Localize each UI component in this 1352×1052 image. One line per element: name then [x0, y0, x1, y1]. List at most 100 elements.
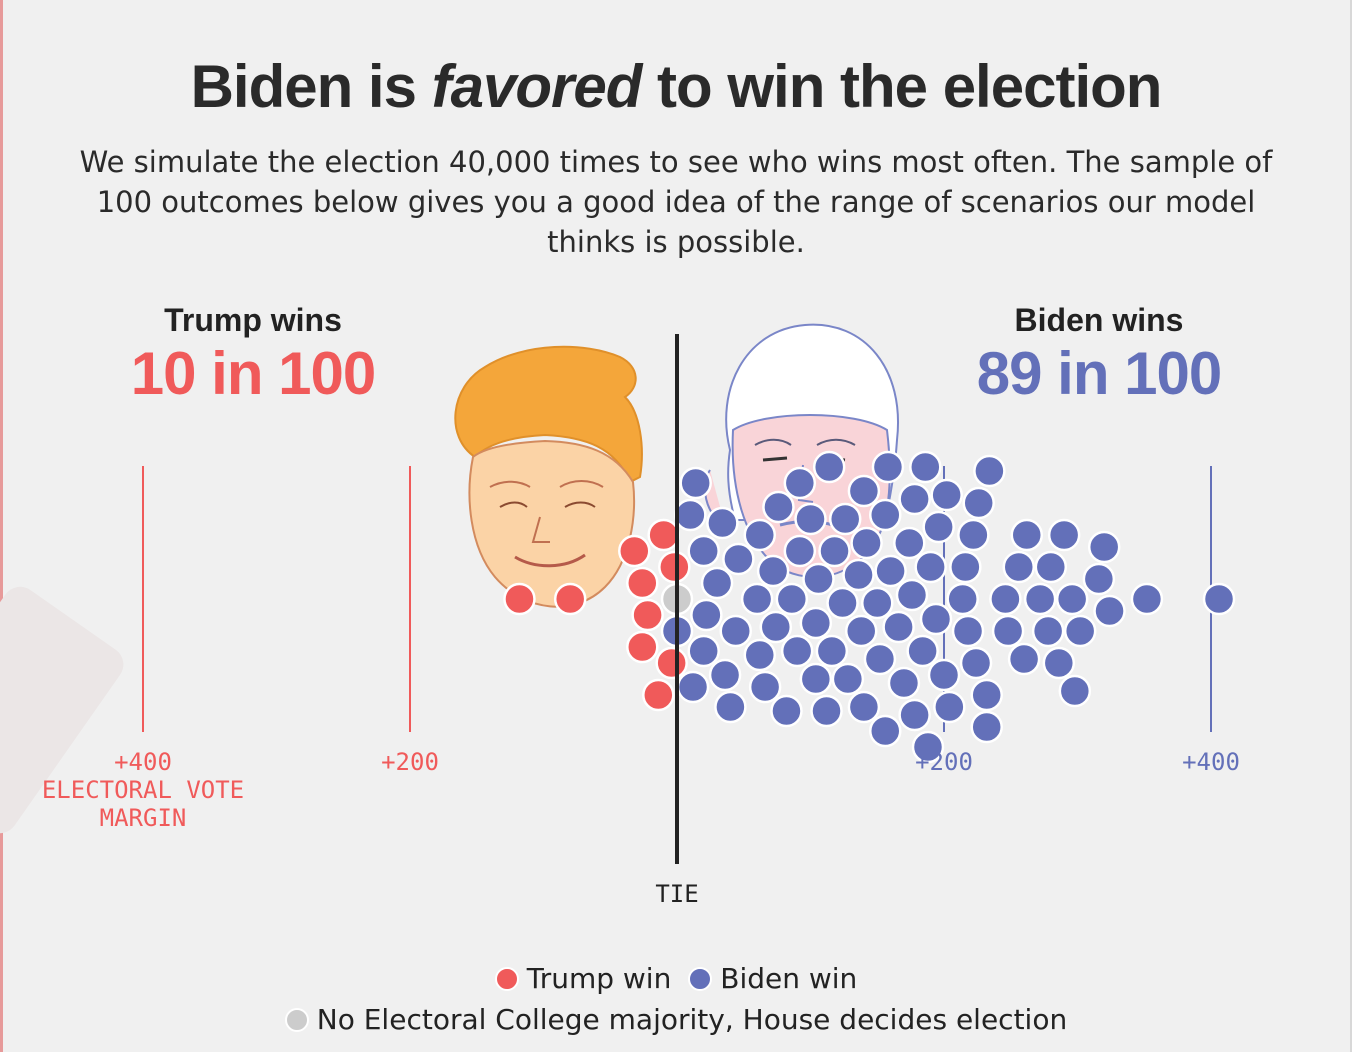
outcome-dot-biden: [1047, 518, 1081, 552]
outcome-dot-trump: [618, 534, 651, 568]
outcome-dot-biden: [810, 694, 843, 728]
outcome-dot-trump: [626, 630, 659, 664]
outcome-dot-biden: [847, 690, 881, 724]
legend-row-2: No Electoral College majority, House dec…: [0, 1003, 1352, 1036]
axis-title-line2: MARGIN: [100, 804, 187, 832]
outcome-dot-biden: [759, 610, 793, 644]
outcome-dot-biden: [973, 454, 1006, 488]
outcome-dot-biden: [1202, 582, 1236, 616]
outcome-dots: [503, 450, 1236, 764]
tick-label-biden-400: +400: [1182, 748, 1240, 776]
axis-tick-labels: +400 ELECTORAL VOTE MARGIN +200 +200 +40…: [42, 748, 1240, 908]
outcome-dot-trump: [553, 582, 587, 616]
outcome-dot-biden: [1087, 530, 1121, 564]
outcome-dot-trump: [655, 646, 688, 680]
outcome-dot-biden: [911, 730, 945, 764]
outcome-dot-biden: [946, 582, 979, 616]
outcome-dot-biden: [743, 518, 777, 552]
legend-swatch-tie: [284, 1008, 309, 1032]
outcome-dot-biden: [1002, 550, 1036, 584]
outcome-dot-biden: [799, 606, 833, 640]
outcome-dot-biden: [898, 482, 931, 516]
outcome-dot-biden: [690, 598, 723, 632]
outcome-dot-biden: [676, 670, 710, 704]
tick-label-trump-200: +200: [381, 748, 439, 776]
outcome-dot-biden: [893, 526, 926, 560]
outcome-dot-biden: [794, 502, 827, 536]
outcome-dot-biden: [951, 614, 985, 648]
outcome-dot-biden: [1093, 594, 1126, 628]
outcome-beeswarm-chart: +400 ELECTORAL VOTE MARGIN +200 +200 +40…: [42, 323, 1240, 908]
outcome-dot-biden: [874, 554, 907, 588]
outcome-dot-biden: [909, 450, 942, 484]
outcome-dot-biden: [991, 614, 1025, 648]
outcome-dot-biden: [882, 610, 915, 644]
outcome-dot-biden: [898, 698, 931, 732]
trump-face-illustration: [454, 345, 643, 608]
outcome-dot-biden: [826, 586, 859, 620]
page-title: Biden is favored to win the election: [0, 52, 1352, 121]
outcome-dot-biden: [687, 534, 720, 568]
outcome-dot-trump: [626, 566, 659, 600]
outcome-dot-biden: [1130, 582, 1164, 616]
outcome-dot-biden: [869, 498, 902, 532]
legend-item-tie: No Electoral College majority, House dec…: [284, 1003, 1068, 1036]
outcome-dot-biden: [818, 534, 851, 568]
outcome-dot-biden: [783, 534, 817, 568]
outcome-dot-biden: [970, 678, 1003, 712]
legend-swatch-trump: [494, 967, 519, 991]
outcome-dot-biden: [740, 582, 774, 616]
outcome-dot-biden: [861, 586, 894, 620]
outcome-dot-biden: [927, 658, 961, 692]
outcome-dot-biden: [762, 490, 795, 524]
outcome-dot-biden: [1007, 642, 1041, 676]
legend-label-tie: No Electoral College majority, House dec…: [316, 1003, 1068, 1036]
outcome-dot-biden: [869, 714, 902, 748]
outcome-dot-trump: [647, 518, 680, 552]
outcome-dot-biden: [1034, 550, 1068, 584]
outcome-dot-biden: [756, 554, 790, 588]
outcome-dot-biden: [844, 614, 878, 648]
tick-label-trump-400: +400: [114, 748, 172, 776]
outcome-dot-biden: [949, 550, 982, 584]
legend-label-biden: Biden win: [720, 962, 858, 995]
title-part2: to win the election: [641, 53, 1162, 120]
outcome-dot-biden: [847, 474, 881, 508]
outcome-dot-biden: [887, 666, 921, 700]
outcome-dot-biden: [674, 498, 707, 532]
outcome-dot-biden: [895, 578, 929, 612]
subtitle: We simulate the election 40,000 times to…: [79, 145, 1273, 259]
outcome-dot-biden: [930, 478, 963, 512]
outcome-dot-biden: [1058, 674, 1092, 708]
outcome-dot-biden: [828, 502, 862, 536]
outcome-dot-biden: [842, 558, 875, 592]
outcome-dot-trump: [642, 678, 675, 712]
outcome-dot-biden: [970, 710, 1003, 744]
outcome-dot-biden: [1042, 646, 1076, 680]
legend-label-trump: Trump win: [526, 962, 672, 995]
outcome-dot-biden: [922, 510, 955, 544]
outcome-dot-biden: [780, 634, 814, 668]
legend-item-trump: Trump win: [494, 962, 672, 995]
outcome-dot-biden: [812, 450, 846, 484]
outcome-dot-biden: [679, 466, 712, 500]
outcome-dot-biden: [959, 646, 993, 680]
outcome-dot-biden: [914, 550, 947, 584]
biden-wins-label: Biden wins: [1014, 302, 1184, 338]
outcome-dot-biden: [722, 542, 755, 576]
outcome-dot-trump: [658, 550, 691, 584]
outcome-dot-biden: [706, 506, 739, 540]
outcome-dot-biden: [871, 450, 905, 484]
outcome-dot-biden: [1023, 582, 1057, 616]
outcome-dot-biden: [933, 690, 966, 724]
outcome-dot-biden: [1082, 562, 1116, 596]
outcome-dot-biden: [1031, 614, 1065, 648]
trump-wins-count: 10 in 100: [130, 340, 377, 407]
outcome-dot-biden: [802, 562, 835, 596]
outcome-dot-biden: [719, 614, 752, 648]
outcome-dot-biden: [700, 566, 734, 600]
legend-swatch-biden: [688, 967, 713, 991]
outcome-dot-biden: [1055, 582, 1089, 616]
outcome-dot-biden: [775, 582, 809, 616]
outcome-dot-biden: [989, 582, 1022, 616]
